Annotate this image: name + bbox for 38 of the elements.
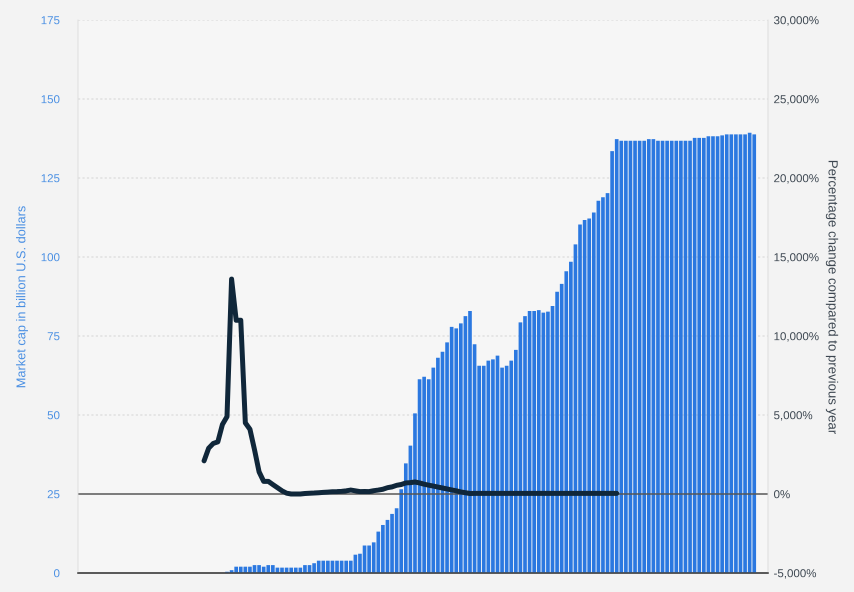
bar bbox=[344, 560, 348, 573]
bar bbox=[646, 139, 651, 573]
bar bbox=[724, 134, 729, 573]
y2-tick-label: -5,000% bbox=[774, 569, 816, 579]
bar bbox=[674, 140, 678, 573]
y-tick-label: 25 bbox=[48, 490, 60, 498]
y-tick-label: 50 bbox=[48, 411, 60, 420]
y2-tick-label: 0% bbox=[774, 490, 790, 498]
y2-axis-title: Percentage change compared to previous year bbox=[826, 160, 838, 434]
bar bbox=[321, 560, 326, 573]
y-tick-label: 125 bbox=[42, 174, 60, 182]
bar bbox=[316, 560, 321, 573]
y-axis-title: Market cap in billion U.S. dollars bbox=[16, 206, 28, 388]
bar bbox=[752, 134, 756, 573]
y-tick-label: 150 bbox=[42, 95, 60, 104]
bar bbox=[670, 140, 674, 573]
bar bbox=[238, 566, 243, 573]
y2-tick-label: 10,000% bbox=[774, 332, 819, 342]
bar bbox=[619, 140, 624, 573]
y2-tick-label: 25,000% bbox=[774, 95, 819, 105]
bar bbox=[536, 310, 541, 573]
bar bbox=[702, 138, 706, 573]
y-tick-label: 175 bbox=[42, 16, 60, 24]
bar bbox=[697, 138, 702, 573]
bar bbox=[729, 134, 734, 573]
bar bbox=[266, 565, 270, 573]
y2-tick-label: 30,000% bbox=[774, 16, 819, 26]
y2-tick-label: 15,000% bbox=[774, 253, 819, 263]
bar bbox=[234, 566, 238, 573]
bar bbox=[642, 140, 646, 573]
y2-tick-label: 5,000% bbox=[774, 411, 812, 421]
y-tick-label: 75 bbox=[48, 332, 60, 340]
bar bbox=[532, 311, 536, 573]
y-tick-label: 100 bbox=[42, 253, 60, 262]
y2-tick-label: 20,000% bbox=[774, 174, 819, 184]
y-tick-label: 0 bbox=[54, 569, 60, 578]
bar bbox=[262, 566, 266, 573]
bar bbox=[614, 139, 619, 573]
